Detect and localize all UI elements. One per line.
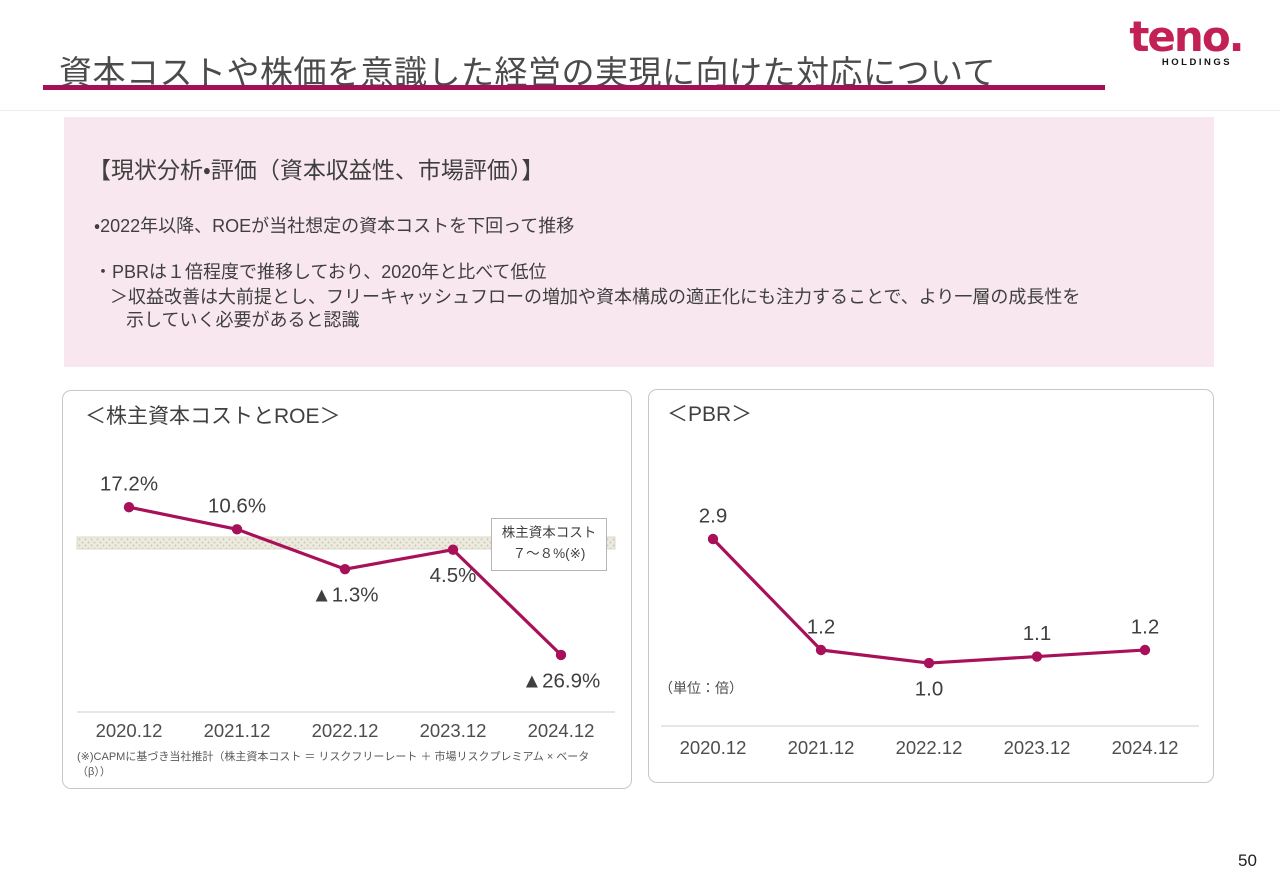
capital-cost-callout: 株主資本コスト ７～８%(※) [491, 518, 607, 571]
data-label: 1.2 [807, 615, 836, 638]
data-label: 1.2 [1131, 615, 1160, 638]
analysis-heading: 【現状分析・評価（資本収益性、市場評価）】 [88, 157, 545, 183]
pbr-chart-title: ＜PBR＞ [667, 403, 753, 426]
data-label: 4.5% [430, 564, 477, 587]
footnote-line-1: (※)CAPMに基づき当社推計（株主資本コスト ＝ リスクフリーレート ＋ 市場… [77, 751, 590, 763]
teno-logo: teno. HOLDINGS [1126, 12, 1246, 69]
page-title: 資本コストや株価を意識した経営の実現に向けた対応について [59, 54, 997, 92]
data-point [555, 649, 567, 661]
data-label: 2.9 [699, 504, 728, 527]
callout-line-1: 株主資本コスト [501, 525, 597, 540]
analysis-box: 【現状分析・評価（資本収益性、市場評価）】 ・2022年以降、ROEが当社想定の… [64, 117, 1214, 367]
logo-holdings-text: HOLDINGS [1161, 57, 1233, 69]
data-point [1031, 651, 1043, 662]
data-label: 1.0 [915, 677, 944, 700]
data-point [447, 544, 459, 555]
data-label: ▲26.9% [522, 669, 600, 692]
x-tick-label: 2023.12 [1004, 737, 1071, 758]
x-tick-label: 2024.12 [528, 720, 595, 741]
data-point [123, 501, 135, 513]
x-tick-label: 2020.12 [96, 720, 163, 741]
analysis-bullet-1: ・2022年以降、ROEが当社想定の資本コストを下回って推移 [94, 216, 575, 236]
x-tick-label: 2021.12 [204, 720, 271, 741]
x-tick-label: 2021.12 [788, 737, 855, 758]
page-number: 50 [1238, 851, 1257, 870]
data-point [339, 563, 351, 575]
callout-line-2: ７～８%(※) [512, 545, 586, 561]
pbr-unit-note: （単位：倍） [659, 680, 743, 696]
title-underline [43, 85, 1105, 90]
x-tick-label: 2022.12 [312, 720, 379, 741]
data-label: 10.6% [208, 495, 266, 518]
data-point [231, 524, 243, 535]
analysis-bullet-2-line-2: ＞収益改善は大前提とし、フリーキャッシュフローの増加や資本構成の適正化にも注力す… [110, 287, 1081, 307]
roe-chart-card: ＜株主資本コストとROE＞ 2020.12 2021.12 2022.12 2023.… [62, 390, 632, 789]
data-point [815, 644, 827, 656]
roe-line-chart: 2020.12 2021.12 2022.12 2023.12 2024.12 17.2%… [76, 473, 616, 741]
analysis-bullet-2-line-1: ・PBRは１倍程度で推移しており、2020年と比べて低位 [94, 262, 547, 282]
header-divider [0, 110, 1280, 111]
data-point [923, 657, 935, 669]
x-tick-label: 2023.12 [420, 720, 487, 741]
roe-chart-title: ＜株主資本コストとROE＞ [85, 405, 341, 428]
pbr-line-chart: 2020.12 2021.12 2022.12 2023.12 2024.12 2.9 1.… [661, 504, 1199, 758]
series-line [711, 537, 1147, 665]
capm-footnote: (※)CAPMに基づき当社推計（株主資本コスト ＝ リスクフリーレート ＋ 市場… [77, 750, 622, 780]
capital-cost-band [76, 536, 616, 550]
data-label: ▲1.3% [311, 584, 378, 607]
x-tick-label: 2020.12 [680, 737, 747, 758]
data-label: 1.1 [1023, 622, 1052, 645]
x-tick-label: 2024.12 [1112, 737, 1179, 758]
x-tick-label: 2022.12 [896, 737, 963, 758]
data-label: 17.2% [100, 473, 158, 496]
analysis-bullet-2-line-3: 示していく必要があると認識 [126, 310, 360, 330]
data-point [707, 533, 719, 545]
logo-brand-text: teno. [1129, 12, 1244, 61]
footnote-line-2: （β）） [77, 765, 111, 778]
pbr-chart-card: ＜PBR＞ 2020.12 2021.12 2022.12 2023.12 2024.1… [648, 389, 1214, 783]
data-point [1139, 644, 1151, 656]
